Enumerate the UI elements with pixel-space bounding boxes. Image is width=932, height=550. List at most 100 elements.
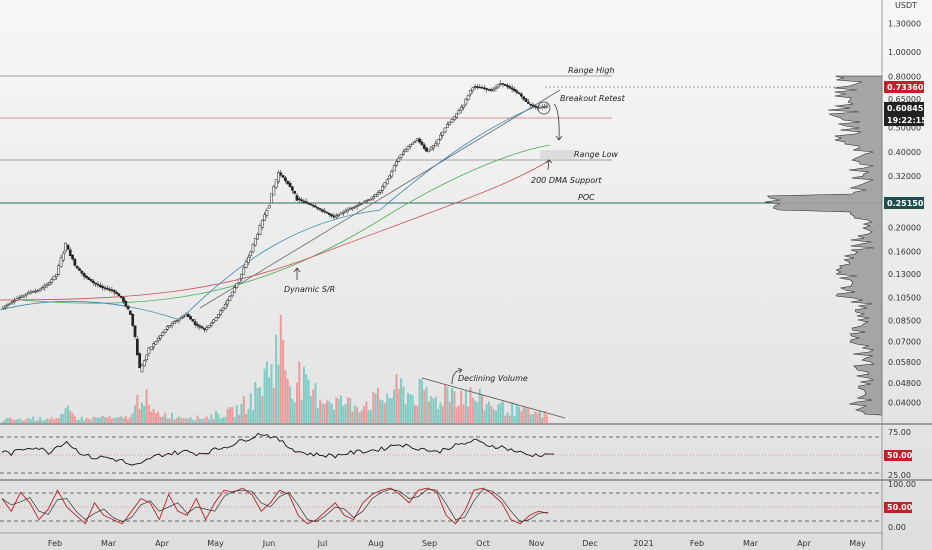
volume-bar — [22, 420, 25, 423]
candle-body — [240, 273, 243, 279]
candle-body — [429, 147, 433, 151]
candle-body — [476, 86, 479, 88]
volume-bar — [201, 419, 204, 423]
candle-body — [89, 278, 93, 282]
candle-body — [175, 320, 179, 322]
volume-bar — [307, 379, 310, 423]
volume-bar — [383, 403, 386, 423]
candle-body — [420, 141, 424, 145]
volume-bar — [138, 408, 141, 423]
candle-body — [31, 291, 35, 293]
volume-bar — [337, 399, 340, 423]
volume-bar — [330, 403, 333, 423]
dynamic-sr-label: Dynamic S/R — [284, 285, 335, 294]
candle-body — [341, 212, 345, 214]
volume-bar — [189, 417, 192, 423]
volume-bar — [18, 418, 21, 423]
candle-body — [159, 335, 162, 339]
candle-body — [258, 224, 262, 235]
badge-current-text: 0.60845 — [887, 104, 924, 113]
time-tick-label: Jul — [317, 539, 328, 548]
volume-profile — [764, 75, 883, 416]
candle-body — [462, 104, 465, 108]
candle-body — [337, 214, 340, 216]
candle-body — [112, 290, 116, 293]
candle-body — [27, 291, 30, 295]
candle-body — [147, 347, 151, 354]
range-low-label: Range Low — [574, 150, 618, 159]
candle-body — [71, 254, 74, 260]
stoch-badge-text: 50.00 — [887, 503, 913, 512]
volume-bar — [395, 373, 398, 423]
volume-bar — [92, 416, 95, 423]
candle-body — [318, 208, 322, 210]
volume-bar — [76, 420, 79, 423]
volume-bar — [110, 418, 113, 423]
time-axis: Feb Mar Apr May Jun Jul Aug Sep Oct Nov Dec 2021 Feb… — [48, 539, 866, 548]
candle-body — [483, 87, 486, 90]
candle-body — [526, 101, 530, 104]
volume-bar — [208, 419, 211, 423]
volume-bar — [483, 410, 486, 423]
volume-bar — [439, 402, 442, 423]
candles-group — [1, 80, 549, 373]
candle-body — [291, 186, 294, 191]
candle-body — [43, 285, 47, 288]
candle-body — [369, 198, 373, 201]
candle-body — [471, 87, 475, 92]
volume-bar — [224, 416, 227, 423]
candle-body — [492, 88, 495, 92]
volume-bar — [291, 398, 294, 423]
price-tick-label: 0.65000 — [888, 95, 921, 104]
volume-bar — [240, 403, 243, 423]
volume-bar — [66, 405, 69, 423]
candle-body — [494, 86, 498, 89]
candle-body — [485, 88, 489, 90]
candle-body — [436, 139, 440, 145]
price-pane — [0, 75, 882, 373]
candle-body — [360, 203, 364, 205]
volume-bar — [124, 415, 127, 423]
candle-body — [464, 98, 468, 105]
candle-body — [533, 105, 537, 108]
candle-body — [226, 299, 229, 305]
price-tick-label: 0.16000 — [888, 248, 921, 257]
candle-body — [520, 93, 523, 97]
candle-body — [425, 147, 428, 152]
candle-body — [85, 275, 88, 278]
volume-bar — [469, 387, 472, 423]
volume-bar — [416, 405, 419, 423]
volume-bar — [476, 402, 479, 423]
candle-body — [94, 282, 98, 285]
candle-body — [346, 209, 350, 212]
candle-body — [311, 204, 315, 207]
volume-bar — [441, 405, 444, 423]
volume-bar — [513, 416, 516, 423]
volume-bar — [90, 420, 93, 423]
volume-bar — [83, 420, 86, 423]
candle-body — [191, 319, 195, 322]
volume-bar — [427, 401, 430, 423]
candle-body — [316, 207, 320, 209]
volume-bar — [434, 396, 437, 423]
candle-body — [223, 304, 227, 309]
candle-body — [110, 289, 114, 291]
volume-bar — [413, 404, 416, 423]
candle-body — [309, 203, 313, 206]
candle-body — [228, 295, 232, 301]
badge-high-text: 0.73360 — [887, 83, 924, 92]
candle-body — [415, 138, 419, 141]
volume-bar — [492, 408, 495, 423]
volume-bar — [9, 417, 12, 423]
volume-bar — [159, 417, 162, 423]
candle-body — [439, 134, 442, 140]
volume-bar — [57, 418, 60, 423]
candle-body — [235, 283, 239, 288]
volume-bar — [351, 411, 354, 423]
candle-body — [36, 290, 40, 292]
candle-body — [503, 84, 507, 86]
volume-bar — [157, 411, 160, 423]
candle-body — [469, 89, 472, 95]
volume-bar — [46, 418, 49, 423]
